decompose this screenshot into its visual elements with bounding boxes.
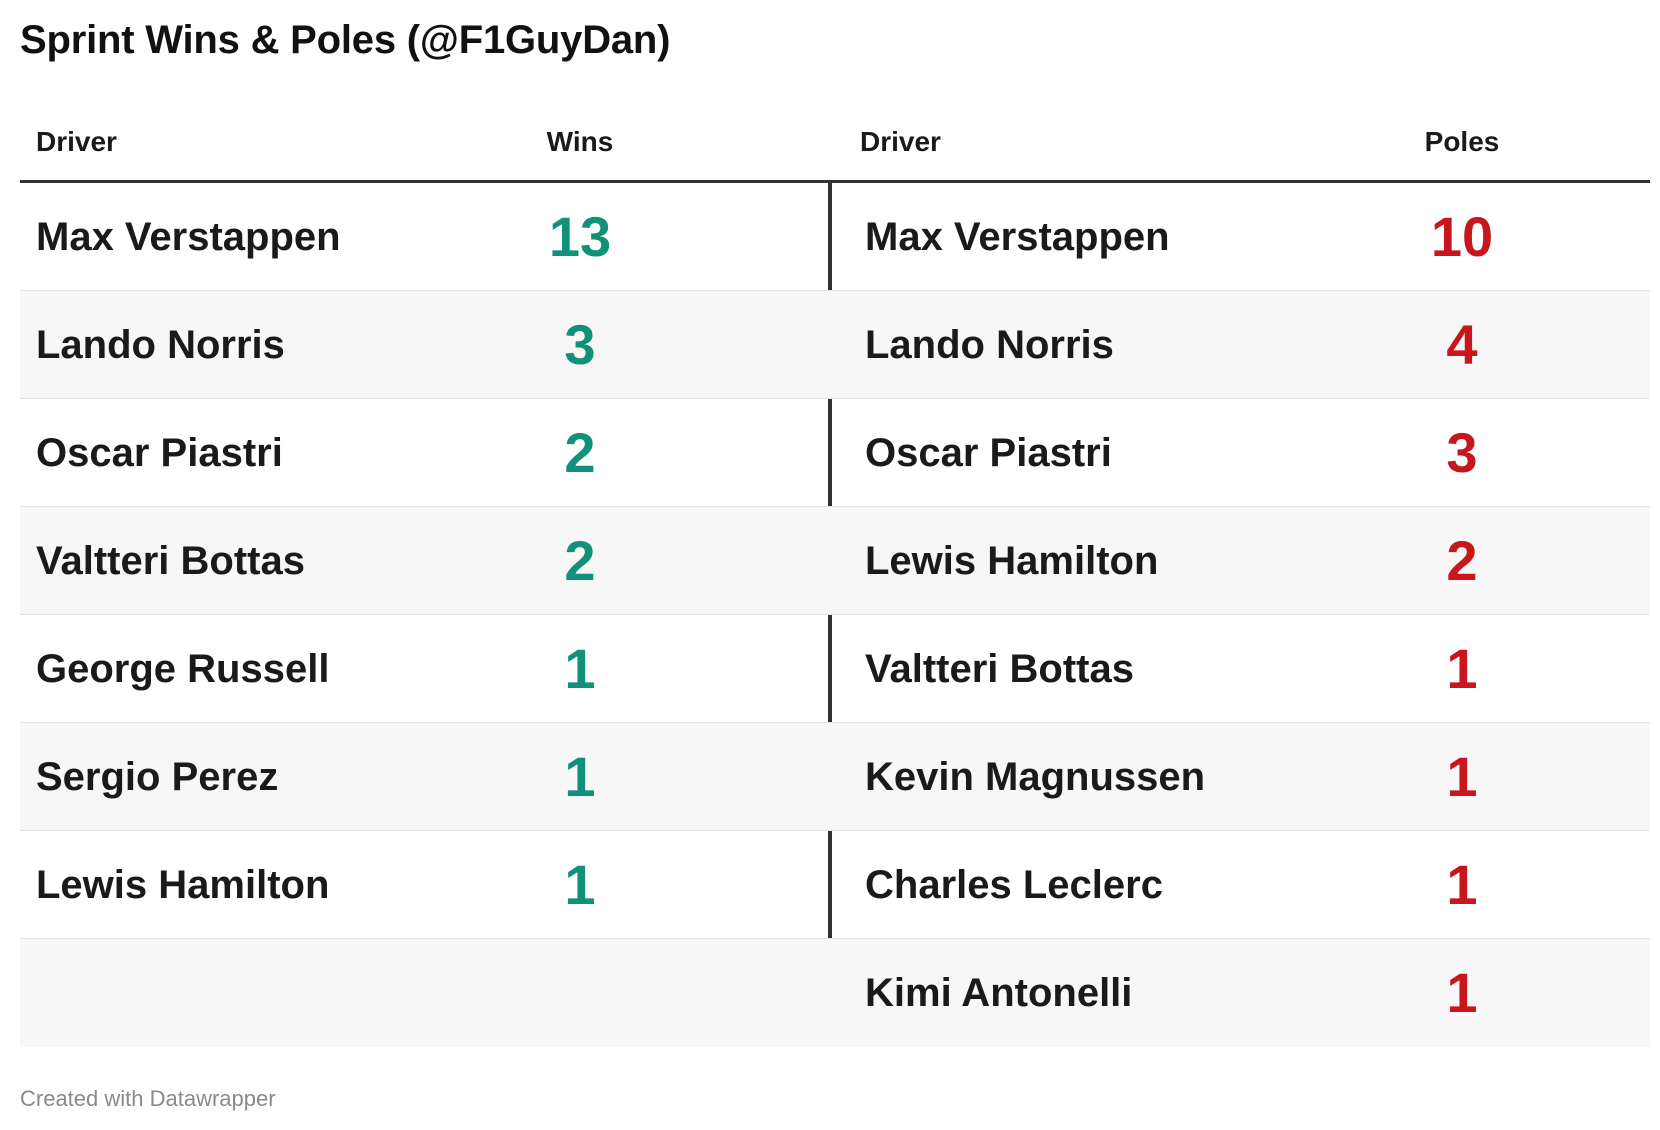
wins-value: 1 (564, 745, 596, 808)
wins-value: 2 (564, 529, 596, 592)
poles-value: 1 (1446, 961, 1478, 1024)
table-row: Max Verstappen 13 Max Verstappen 10 (20, 183, 1650, 291)
chart-title: Sprint Wins & Poles (@F1GuyDan) (20, 18, 671, 62)
table-row: Lewis Hamilton 1 Charles Leclerc 1 (20, 831, 1650, 939)
poles-value: 2 (1446, 529, 1478, 592)
poles-value: 1 (1446, 853, 1478, 916)
table-row: George Russell 1 Valtteri Bottas 1 (20, 615, 1650, 723)
poles-driver-name: Lewis Hamilton (865, 539, 1159, 583)
table-body: Max Verstappen 13 Max Verstappen 10 Lando No… (20, 183, 1650, 1047)
table-row: Lando Norris 3 Lando Norris 4 (20, 291, 1650, 399)
wins-value: 1 (564, 853, 596, 916)
poles-value: 10 (1430, 205, 1494, 268)
header-driver-poles[interactable]: Driver (860, 126, 941, 157)
table-row: Oscar Piastri 2 Oscar Piastri 3 (20, 399, 1650, 507)
wins-driver-name: George Russell (36, 647, 330, 691)
wins-value: 1 (564, 637, 596, 700)
poles-driver-name: Oscar Piastri (865, 431, 1112, 475)
poles-value: 4 (1446, 313, 1478, 376)
wins-driver-name: Oscar Piastri (36, 431, 283, 475)
wins-driver-name: Lewis Hamilton (36, 863, 330, 907)
table-row: Kimi Antonelli 1 (20, 939, 1650, 1047)
poles-driver-name: Kevin Magnussen (865, 755, 1206, 799)
poles-driver-name: Lando Norris (865, 323, 1114, 367)
sprint-table: Driver Wins Driver Poles Max Verstappen 1… (20, 108, 1650, 1047)
column-divider (828, 183, 832, 1047)
wins-value: 13 (548, 205, 612, 268)
table-row: Sergio Perez 1 Kevin Magnussen 1 (20, 723, 1650, 831)
wins-driver-name: Valtteri Bottas (36, 539, 305, 583)
poles-value: 3 (1446, 421, 1478, 484)
poles-driver-name: Max Verstappen (865, 215, 1170, 259)
credit-footer: Created with Datawrapper (20, 1086, 276, 1111)
poles-driver-name: Valtteri Bottas (865, 647, 1134, 691)
poles-driver-name: Kimi Antonelli (865, 971, 1133, 1015)
wins-value: 3 (564, 313, 596, 376)
wins-driver-name: Max Verstappen (36, 215, 341, 259)
poles-value: 1 (1446, 745, 1478, 808)
wins-driver-name: Sergio Perez (36, 755, 279, 799)
wins-value: 2 (564, 421, 596, 484)
header-poles[interactable]: Poles (1424, 126, 1500, 157)
header-wins[interactable]: Wins (546, 126, 614, 157)
poles-driver-name: Charles Leclerc (865, 863, 1163, 907)
header-driver-wins[interactable]: Driver (36, 126, 117, 157)
table-row: Valtteri Bottas 2 Lewis Hamilton 2 (20, 507, 1650, 615)
poles-value: 1 (1446, 637, 1478, 700)
wins-driver-name: Lando Norris (36, 323, 285, 367)
table-header: Driver Wins Driver Poles (20, 108, 1650, 183)
